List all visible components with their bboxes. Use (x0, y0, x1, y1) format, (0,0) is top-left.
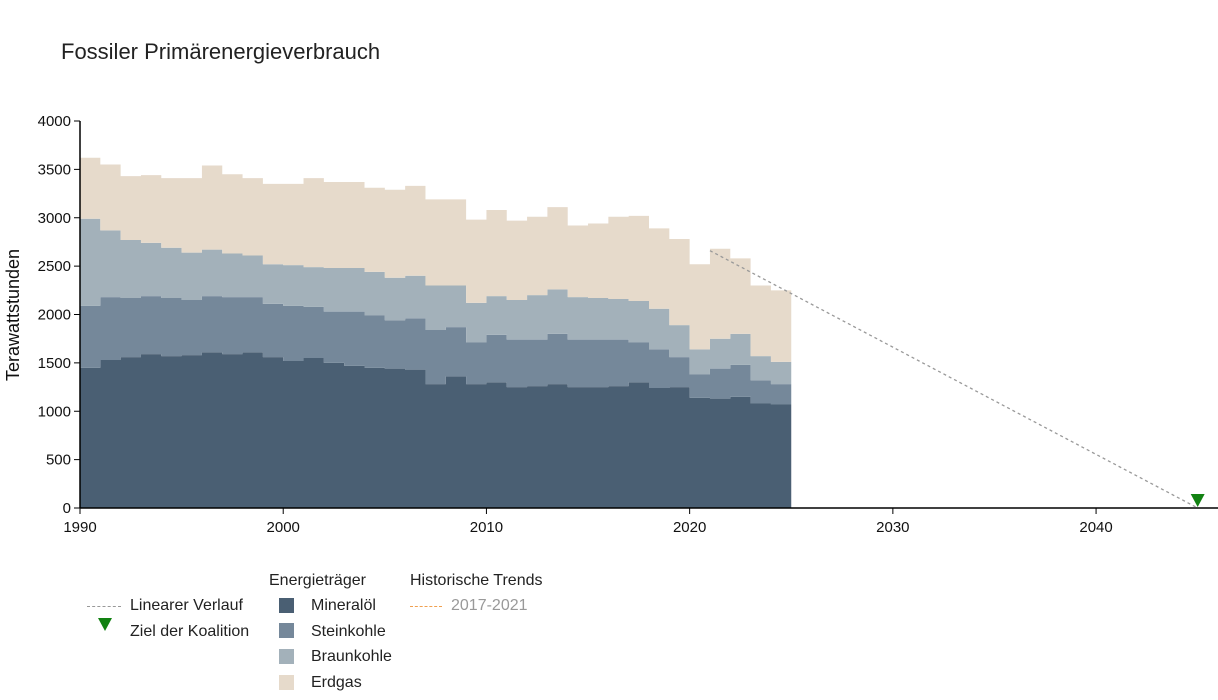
linear-trend-line (709, 250, 1198, 509)
area-steinkohle (80, 296, 792, 405)
y-tick-label: 2500 (38, 258, 71, 275)
area-braunkohle (80, 218, 792, 385)
stacked-areas (80, 157, 792, 508)
y-tick-label: 3000 (38, 210, 71, 227)
area-erdgas (80, 157, 792, 362)
y-tick-label: 0 (63, 500, 71, 517)
x-tick-label: 2030 (876, 519, 909, 536)
chart-title: Fossiler Primärenergieverbrauch (61, 39, 381, 64)
axes: 0 500 1000 1500 2000 2500 3000 3500 4000 1990 2000… (38, 113, 1218, 536)
y-tick-label: 500 (46, 452, 71, 469)
x-tick-label: 2000 (267, 519, 300, 536)
y-tick-label: 2000 (38, 307, 71, 324)
area-mineraloel (80, 352, 792, 508)
y-tick-label: 4000 (38, 113, 71, 130)
overlay (709, 250, 1205, 509)
y-axis-label: Terawattstunden (3, 249, 23, 381)
x-tick-label: 2040 (1079, 519, 1112, 536)
x-tick-label: 2010 (470, 519, 503, 536)
y-tick-label: 1000 (38, 403, 71, 420)
x-tick-label: 1990 (63, 519, 96, 536)
target-marker (1190, 494, 1205, 507)
y-tick-label: 3500 (38, 161, 71, 178)
y-tick-label: 1500 (38, 355, 71, 372)
x-tick-label: 2020 (673, 519, 706, 536)
